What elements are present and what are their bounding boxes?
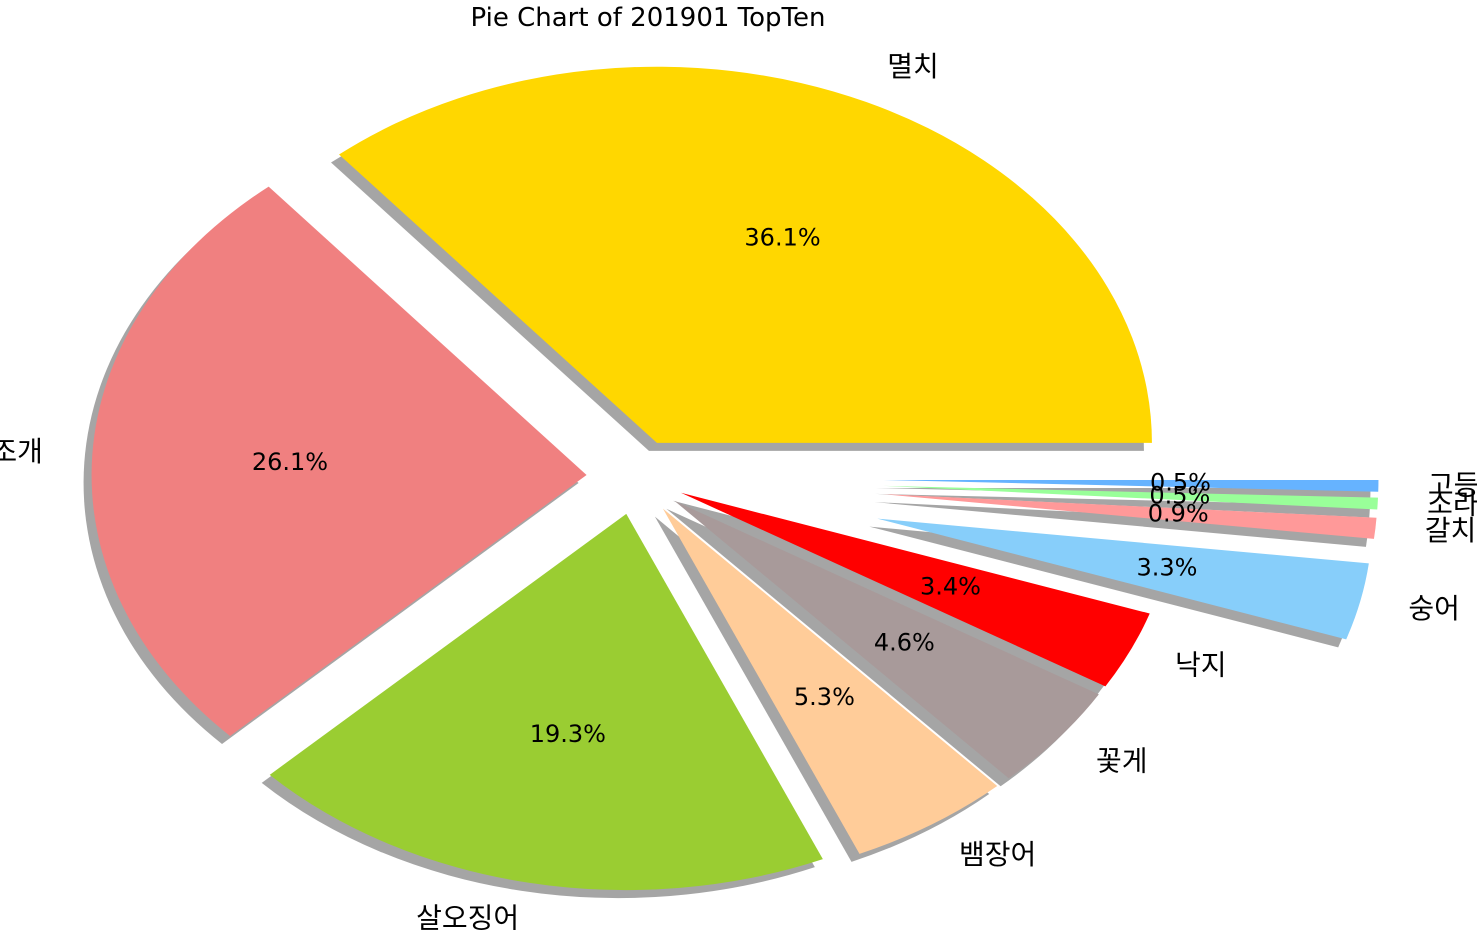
pie-category-label: 뱀장어: [959, 838, 1036, 871]
slice-layer: [91, 66, 1379, 891]
pie-category-label: 고등어: [1428, 468, 1477, 501]
pie-value-label: 0.9%: [1148, 500, 1209, 528]
pie-value-label: 0.5%: [1150, 469, 1211, 497]
pie-slice: [680, 492, 1150, 687]
pie-slice-shadow: [869, 526, 1361, 648]
pie-slice: [883, 485, 1378, 510]
pie-value-label: 4.6%: [874, 629, 935, 657]
pie-slice: [662, 508, 998, 854]
pie-category-label: 꽃게: [1096, 745, 1148, 778]
pie-slice: [883, 479, 1379, 492]
pie-value-label: 5.3%: [794, 683, 855, 711]
chart-title: Pie Chart of 201901 TopTen: [471, 3, 826, 33]
pie-category-label: 멸치: [887, 50, 939, 83]
pie-value-label: 0.5%: [1149, 481, 1210, 509]
pie-slice-shadow: [874, 502, 1369, 547]
pie-category-label: 소라: [1427, 487, 1477, 520]
pie-value-label: 19.3%: [530, 720, 606, 748]
pie-slice: [91, 186, 587, 736]
label-layer: 36.1% 멸치 26.1% 키조개 19.3% 살오징어 5.3% 뱀장어 4.6% 꽃게 3.4…: [0, 50, 1477, 932]
pie-slice: [339, 66, 1152, 443]
pie-slice: [877, 518, 1369, 640]
pie-slice: [269, 513, 823, 891]
pie-value-label: 36.1%: [744, 223, 820, 251]
pie-category-label: 키조개: [0, 435, 43, 468]
pie-slice: [882, 494, 1377, 539]
pie-value-label: 3.4%: [920, 573, 981, 601]
pie-category-label: 살오징어: [416, 902, 519, 932]
pie-category-label: 갈치류: [1425, 514, 1477, 547]
pie-category-label: 숭어: [1408, 592, 1460, 625]
pie-value-label: 26.1%: [252, 448, 328, 476]
pie-slice: [674, 500, 1099, 779]
pie-category-label: 낙지: [1175, 649, 1227, 682]
pie-value-label: 3.3%: [1137, 554, 1198, 582]
